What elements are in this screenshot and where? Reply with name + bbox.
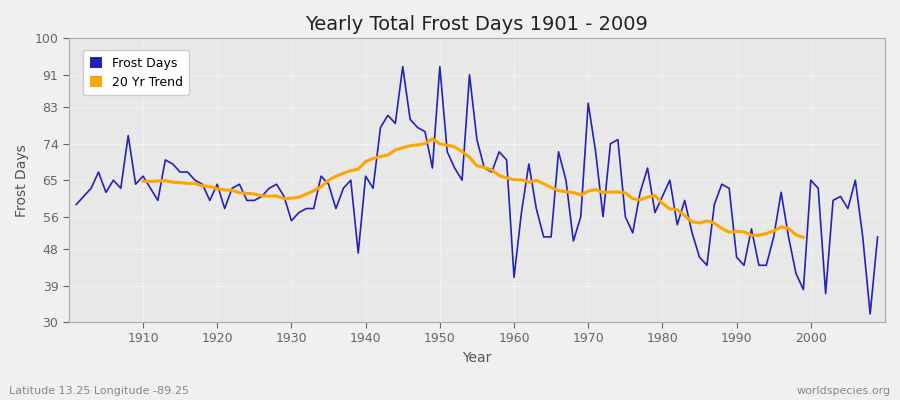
Frost Days (293, 210, 304, 215)
Frost Days (516, 210, 526, 215)
20 Yr Trend (605, 190, 616, 194)
Frost Days (338, 186, 349, 191)
Frost Days (130, 182, 141, 187)
Title: Yearly Total Frost Days 1901 - 2009: Yearly Total Frost Days 1901 - 2009 (305, 15, 648, 34)
Y-axis label: Frost Days: Frost Days (15, 144, 29, 216)
Frost Days (872, 234, 883, 239)
20 Yr Trend (338, 171, 349, 176)
Line: 20 Yr Trend: 20 Yr Trend (143, 139, 804, 237)
20 Yr Trend (798, 235, 809, 240)
20 Yr Trend (694, 220, 705, 225)
Line: Frost Days: Frost Days (76, 67, 878, 314)
20 Yr Trend (138, 179, 148, 184)
Frost Days (71, 202, 82, 207)
20 Yr Trend (709, 221, 720, 226)
20 Yr Trend (776, 224, 787, 229)
Text: Latitude 13.25 Longitude -89.25: Latitude 13.25 Longitude -89.25 (9, 386, 189, 396)
Frost Days (865, 312, 876, 316)
20 Yr Trend (227, 188, 238, 193)
Frost Days (605, 141, 616, 146)
Text: worldspecies.org: worldspecies.org (796, 386, 891, 396)
20 Yr Trend (427, 136, 437, 141)
X-axis label: Year: Year (463, 351, 491, 365)
Legend: Frost Days, 20 Yr Trend: Frost Days, 20 Yr Trend (84, 50, 189, 95)
Frost Days (397, 64, 408, 69)
Frost Days (508, 275, 519, 280)
